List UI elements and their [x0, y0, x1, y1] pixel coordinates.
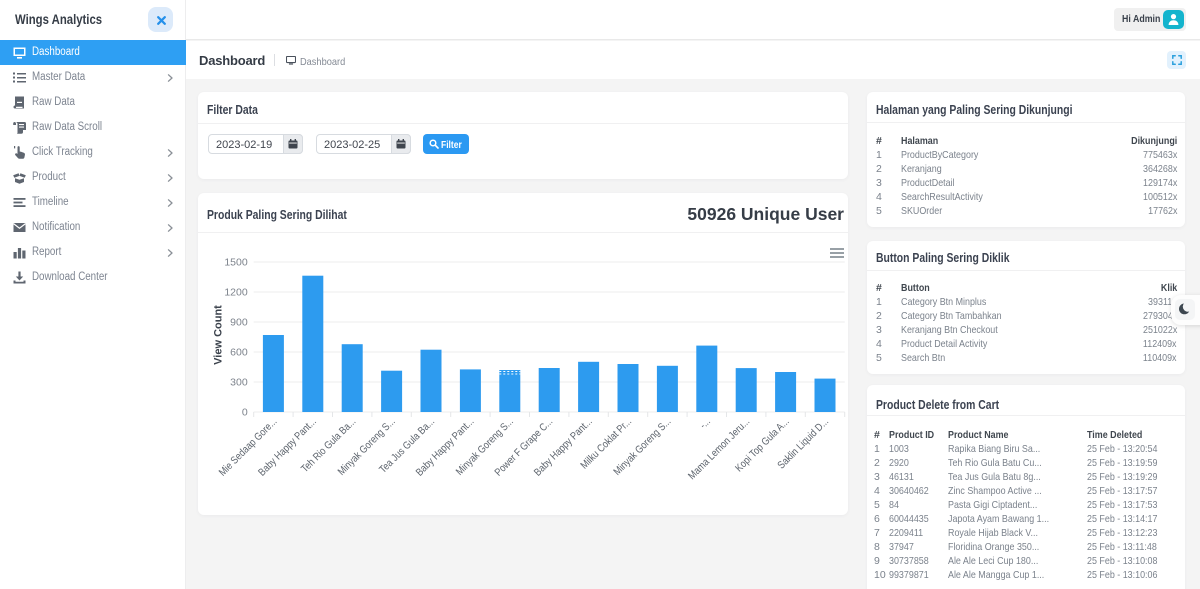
svg-text:1200: 1200	[224, 287, 248, 299]
svg-text:300: 300	[230, 377, 248, 389]
svg-text:600: 600	[230, 347, 248, 359]
svg-text:1500: 1500	[224, 257, 248, 269]
svg-text:-...: -...	[697, 416, 713, 432]
svg-text:0: 0	[242, 407, 248, 419]
svg-text:900: 900	[230, 317, 248, 329]
svg-text:View Count: View Count	[213, 305, 225, 365]
